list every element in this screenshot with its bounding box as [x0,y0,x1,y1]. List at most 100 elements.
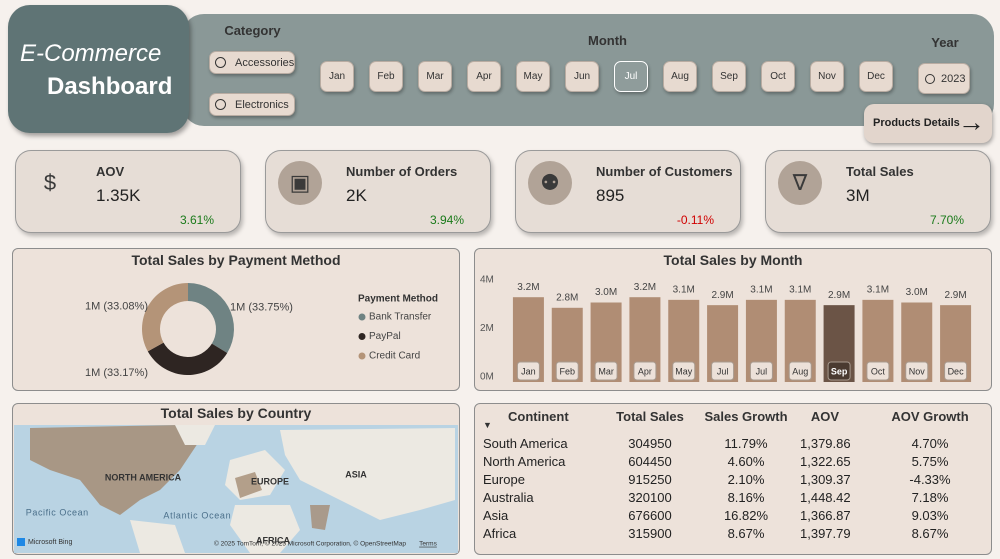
products-details-button[interactable]: Products Details → [864,104,992,143]
month-option[interactable]: Dec [859,61,893,92]
table-cell: 4.60% [727,454,765,469]
table-cell: 676600 [628,508,672,523]
kpi-value: 3M [846,186,870,205]
x-label-box [516,361,540,381]
category-option[interactable]: Electronics [209,93,295,116]
table-header[interactable]: Total Sales [616,409,684,424]
x-tick-label: Aug [792,366,808,376]
payment-panel [12,248,460,391]
data-label: 3.2M [634,282,656,293]
data-label: 1M (33.08%) [85,301,148,313]
table-header[interactable]: AOV Growth [891,409,969,424]
data-label: 2.8M [556,292,578,303]
donut-segment [188,283,234,354]
map-land [310,505,330,530]
y-tick-label: 0M [480,372,494,383]
title-line2: Dashboard [47,73,173,100]
slicer-title: Category [224,23,281,38]
kpi-change: -0.11% [676,213,714,227]
x-label-box [788,361,812,381]
table-cell: 1,448.42 [800,490,851,505]
title-box [8,5,189,133]
kpi-card: ▣ Number of Orders 2K 3.94% [265,150,491,233]
data-label: 3.2M [517,282,539,293]
button-arrow: → [958,107,985,137]
month-option[interactable]: May [516,61,550,92]
x-label-box [633,361,657,381]
x-label-box [555,361,579,381]
legend-label: Credit Card [369,351,420,362]
x-label-box [905,361,929,381]
table-cell: 7.18% [911,490,949,505]
table-cell: 915250 [628,472,672,487]
data-label: 1M (33.75%) [230,301,293,313]
month-option[interactable]: Aug [663,61,697,92]
button-label: Products Details [873,117,960,129]
x-label-box [672,361,696,381]
legend-label: PayPal [369,331,401,342]
table-cell: 304950 [628,436,672,451]
kpi-value: 2K [346,186,367,205]
month-option[interactable]: Oct [761,61,795,92]
table-cell: 8.67% [727,526,765,541]
kpi-change: 3.61% [179,213,214,227]
map [14,425,458,553]
x-tick-label: Mar [598,366,614,376]
kpi-card: ∇ Total Sales 3M 7.70% [765,150,991,233]
data-label: 2.9M [944,290,966,301]
kpi-label: Number of Customers [596,164,733,179]
month-option[interactable]: Jun [565,61,599,92]
table-cell: 9.03% [911,508,949,523]
month-option[interactable]: Feb [369,61,403,92]
table-panel [474,403,992,555]
map-provider: Microsoft Bing [28,539,72,546]
x-tick-label: Jan [521,366,536,376]
x-label-box [594,361,618,381]
kpi-label: Number of Orders [346,164,458,179]
x-tick-label: Apr [638,366,652,376]
map-terms: Terms [419,541,437,548]
month-option[interactable]: Sep [712,61,746,92]
x-tick-label: Nov [909,366,926,376]
radio [215,57,226,68]
data-label: 1M (33.17%) [85,367,148,379]
map-label: NORTH AMERICA [105,472,182,482]
month-option[interactable]: Nov [810,61,844,92]
table-cell: 16.82% [723,508,769,523]
chart-title: Total Sales by Payment Method [131,252,341,268]
map-label: EUROPE [251,476,289,486]
year-option[interactable]: 2023 [918,63,970,94]
month-option[interactable]: Jul [614,61,648,92]
data-label: 2.9M [828,290,850,301]
category-option[interactable]: Accessories [209,51,295,74]
month-option[interactable]: Mar [418,61,452,92]
kpi-icon: ⚉ [528,161,572,205]
table-cell: Australia [483,490,534,505]
table-cell: 2.10% [727,472,765,487]
x-label-box [944,361,968,381]
x-tick-label: Sep [831,366,848,376]
radio [215,99,226,110]
y-tick-label: 2M [480,323,494,334]
table-header[interactable]: Continent [508,409,569,424]
month-option[interactable]: Apr [467,61,501,92]
legend-label: Bank Transfer [369,312,432,323]
map-attribution: © 2025 TomTom, © 2025 Microsoft Corporat… [214,540,406,548]
table-header[interactable]: Sales Growth [704,409,788,424]
kpi-change: 3.94% [429,213,464,227]
slicer-title: Year [931,35,959,50]
kpi-icon: $ [43,170,57,195]
x-tick-label: Jul [717,366,729,376]
data-label: 3.1M [789,284,811,295]
kpi-value: 1.35K [96,186,141,205]
option-label: Electronics [235,99,289,111]
sort-icon[interactable]: ▼ [483,420,492,430]
chart-title: Total Sales by Month [663,252,803,268]
x-tick-label: Oct [871,366,886,376]
x-label-box [711,361,735,381]
month-option[interactable]: Jan [320,61,354,92]
table-header[interactable]: AOV [810,409,840,424]
table-cell: 315900 [628,526,672,541]
